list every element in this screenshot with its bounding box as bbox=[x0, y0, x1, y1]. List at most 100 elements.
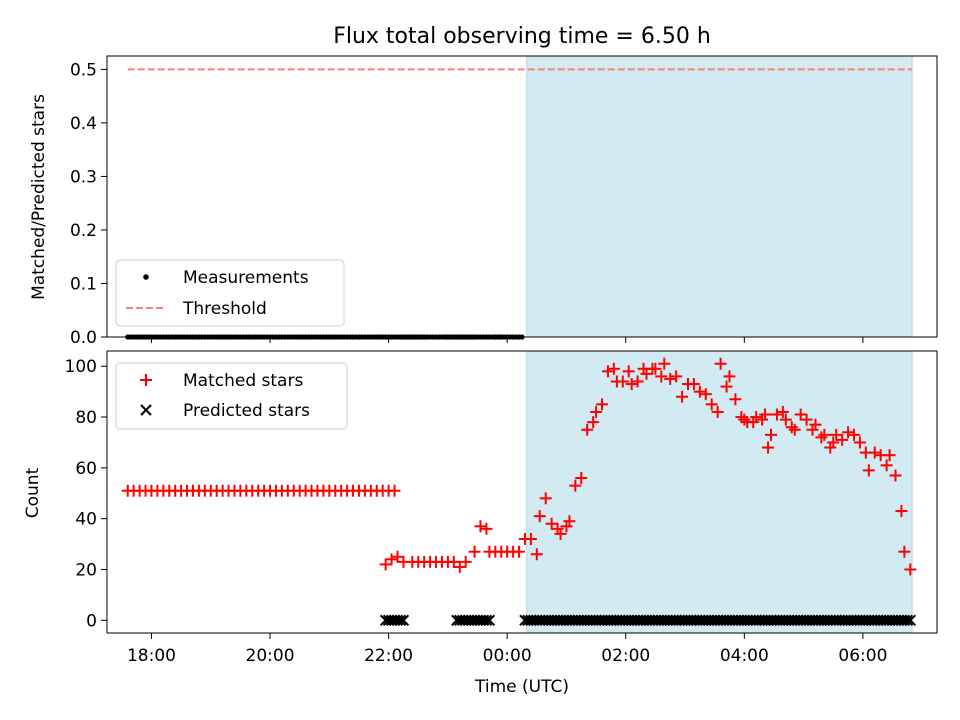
legend-predicted-stars: Predicted stars bbox=[183, 401, 310, 421]
matched-star-point bbox=[575, 472, 588, 485]
matched-star-point bbox=[554, 527, 567, 540]
legend-matched-stars: Matched stars bbox=[183, 371, 303, 391]
matched-star-point bbox=[762, 441, 775, 454]
matched-star-point bbox=[785, 421, 798, 434]
matched-star-point bbox=[895, 505, 908, 518]
matched-star-point bbox=[649, 362, 662, 375]
matched-star-point bbox=[468, 545, 481, 558]
matched-star-point bbox=[842, 426, 855, 439]
matched-star-point bbox=[815, 431, 828, 444]
bottom-y-axis-label: Count bbox=[23, 467, 43, 518]
x-tick-label: 00:00 bbox=[483, 646, 532, 666]
top-y-tick-label: 0.4 bbox=[70, 114, 97, 134]
predicted-star-point bbox=[901, 614, 914, 627]
matched-star-point bbox=[658, 357, 671, 370]
matched-star-point bbox=[607, 362, 620, 375]
matched-star-point bbox=[631, 375, 644, 388]
matched-star-point bbox=[705, 398, 718, 411]
bottom-y-tick-label: 40 bbox=[75, 510, 97, 530]
matched-star-point bbox=[794, 408, 807, 421]
top-y-tick-label: 0.3 bbox=[70, 167, 97, 187]
matched-star-point bbox=[800, 413, 813, 426]
predicted-star-point bbox=[394, 614, 407, 627]
bottom-y-tick-label: 0 bbox=[86, 611, 97, 631]
matched-star-point bbox=[770, 408, 783, 421]
matched-star-point bbox=[640, 367, 653, 380]
matched-star-point bbox=[587, 416, 600, 429]
matched-star-point bbox=[711, 405, 724, 418]
matched-star-point bbox=[779, 413, 792, 426]
matched-star-point bbox=[601, 365, 614, 378]
matched-star-point bbox=[670, 370, 683, 383]
matched-star-point bbox=[889, 469, 902, 482]
axis-ticks: 18:00 20:00 22:00 00:00 02:00 04:00 06:00 0.0 0.… bbox=[65, 60, 888, 666]
matched-star-point bbox=[590, 405, 603, 418]
predicted-star-point bbox=[480, 614, 493, 627]
matched-star-point bbox=[853, 436, 866, 449]
matched-star-point bbox=[824, 441, 837, 454]
matched-star-point bbox=[738, 413, 751, 426]
matched-star-point bbox=[735, 411, 748, 424]
matched-star-point bbox=[759, 408, 772, 421]
x-tick-label: 18:00 bbox=[127, 646, 176, 666]
observing-window-bottom bbox=[526, 350, 913, 634]
matched-star-point bbox=[720, 380, 733, 393]
matched-star-point bbox=[729, 393, 742, 406]
matched-star-point bbox=[513, 545, 526, 558]
matched-star-point bbox=[676, 390, 689, 403]
top-y-tick-label: 0.2 bbox=[70, 221, 97, 241]
matched-star-point bbox=[596, 398, 609, 411]
matched-star-point bbox=[883, 449, 896, 462]
matched-star-point bbox=[530, 548, 543, 561]
x-tick-label: 06:00 bbox=[838, 646, 887, 666]
predicted-star-point bbox=[397, 614, 410, 627]
matched-star-point bbox=[765, 428, 777, 441]
top-y-tick-label: 0.0 bbox=[70, 328, 97, 348]
predicted-star-point bbox=[904, 614, 917, 627]
matched-star-point bbox=[447, 555, 460, 568]
matched-star-point bbox=[563, 515, 576, 528]
matched-star-point bbox=[827, 436, 840, 449]
matched-star-point bbox=[848, 428, 860, 441]
x-tick-label: 22:00 bbox=[364, 646, 413, 666]
matched-star-point bbox=[756, 413, 769, 426]
matched-star-point bbox=[898, 545, 911, 558]
matched-star-point bbox=[836, 433, 849, 446]
matched-star-point bbox=[664, 372, 677, 385]
observing-window-top bbox=[526, 55, 913, 338]
x-tick-label: 20:00 bbox=[246, 646, 295, 666]
top-y-axis-label: Matched/Predicted stars bbox=[29, 94, 49, 300]
matched-star-point bbox=[723, 370, 736, 383]
matched-star-point bbox=[750, 411, 763, 424]
predicted-legend-marker bbox=[140, 404, 152, 416]
matched-star-point bbox=[379, 558, 392, 571]
x-axis-label: Time (UTC) bbox=[474, 677, 569, 697]
matched-star-point bbox=[904, 563, 917, 576]
matched-star-point bbox=[533, 510, 546, 523]
measurement-legend-marker bbox=[143, 274, 149, 280]
bottom-legend: Matched stars Predicted stars bbox=[115, 362, 348, 430]
predicted-star-point bbox=[483, 614, 496, 627]
chart-title: Flux total observing time = 6.50 h bbox=[333, 24, 711, 49]
matched-star-point bbox=[776, 405, 789, 418]
matched-star-point bbox=[388, 484, 401, 497]
top-y-tick-label: 0.5 bbox=[70, 60, 97, 80]
x-tick-label: 04:00 bbox=[720, 646, 769, 666]
matched-star-point bbox=[747, 416, 760, 429]
matched-star-point bbox=[616, 375, 629, 388]
matched-star-point bbox=[714, 357, 727, 370]
x-tick-label: 02:00 bbox=[601, 646, 650, 666]
matched-star-point bbox=[551, 522, 564, 535]
bottom-panel-frame bbox=[106, 350, 938, 634]
bottom-y-tick-label: 80 bbox=[75, 408, 97, 428]
matched-star-point bbox=[453, 560, 466, 573]
matched-star-point bbox=[474, 520, 487, 533]
matched-star-point bbox=[545, 517, 558, 530]
matched-star-point bbox=[459, 555, 472, 568]
top-panel-frame bbox=[106, 55, 938, 338]
matched-star-point bbox=[406, 555, 419, 568]
matched-star-point bbox=[862, 464, 875, 477]
legend-measurements: Measurements bbox=[183, 268, 309, 288]
legend-threshold: Threshold bbox=[182, 299, 267, 319]
